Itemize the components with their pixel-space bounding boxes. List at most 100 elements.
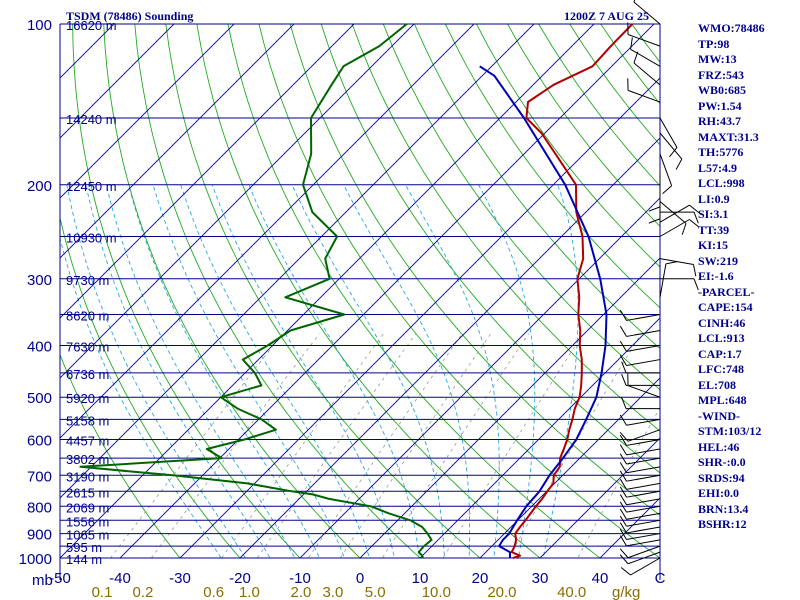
dry-adiabat <box>444 24 660 309</box>
wind-barb-flag <box>619 508 627 520</box>
wind-barb <box>626 418 661 426</box>
wind-barb-flag <box>619 515 627 527</box>
index-row: EHI:0.0 <box>698 486 740 500</box>
wind-barb <box>626 330 661 337</box>
dry-adiabat <box>258 24 660 558</box>
moist-adiabat <box>405 184 500 558</box>
index-row: WB0:685 <box>698 83 746 97</box>
wind-barb-flag <box>619 462 627 474</box>
index-row: SI:3.1 <box>698 207 729 221</box>
dry-adiabat <box>134 24 421 558</box>
mixing-ratio-label: 3.0 <box>322 584 343 600</box>
height-label: 2069 m <box>66 500 109 515</box>
pressure-tick-label: 1000 <box>19 551 52 568</box>
wind-barb-flag <box>621 361 627 373</box>
dry-adiabat <box>351 24 660 432</box>
dry-adiabat <box>196 24 541 558</box>
moist-adiabat <box>152 184 345 558</box>
wind-barb-flag <box>619 414 627 426</box>
isotherm <box>119 24 655 558</box>
isotherm <box>0 12 6 569</box>
index-row: LI:0.9 <box>698 191 730 206</box>
wind-barb-flag <box>620 567 631 576</box>
moist-adiabat <box>85 184 271 558</box>
height-label: 595 m <box>66 540 102 555</box>
isotherm <box>239 137 660 558</box>
index-row: L57:4.9 <box>698 160 737 175</box>
wind-barb-flag <box>619 444 627 456</box>
wind-barb <box>626 474 661 482</box>
height-label: 10930 m <box>66 230 117 245</box>
mixing-ratio-unit-label: g/kg <box>612 584 640 600</box>
index-row: WMO:78486 <box>698 21 765 35</box>
moist-adiabat <box>343 184 471 558</box>
temperature-tick-label: 10 <box>412 570 429 587</box>
wind-barb-flag <box>619 478 627 490</box>
index-row: STM:103/12 <box>698 424 762 438</box>
moist-adiabat <box>291 184 445 558</box>
index-row: PW:1.54 <box>698 98 742 113</box>
dry-adiabat <box>476 24 660 268</box>
index-row: EI:-1.6 <box>698 269 734 283</box>
isotherm <box>60 24 295 259</box>
index-row: MPL:648 <box>698 393 747 407</box>
wind-barb <box>659 258 694 266</box>
mixing-ratio-label: 0.2 <box>132 584 153 600</box>
wind-barb <box>630 557 661 576</box>
station-title: TSDM (78486) Sounding <box>66 9 194 23</box>
wind-barb-flag <box>619 486 627 498</box>
moist-adiabat <box>211 184 395 558</box>
temperature-tick-label: 20 <box>472 570 489 587</box>
index-row: CAP:1.7 <box>698 346 742 361</box>
wind-barb-flag <box>621 373 627 386</box>
mixing-ratio-label: 1.0 <box>239 584 260 600</box>
dry-adiabat <box>289 24 660 516</box>
pressure-tick-label: 400 <box>27 339 52 356</box>
moist-adiabat <box>105 184 296 558</box>
valid-time: 1200Z 7 AUG 25 <box>564 9 650 23</box>
wind-barb <box>659 201 687 224</box>
height-label: 7630 m <box>66 340 109 355</box>
isotherm <box>479 377 660 558</box>
index-row: -WIND- <box>698 408 740 423</box>
moist-adiabat <box>128 184 321 558</box>
wind-barb <box>626 512 661 520</box>
mixing-ratio-label: 2.0 <box>291 584 312 600</box>
temperature-tick-label: 0 <box>356 570 364 587</box>
height-label: 2615 m <box>66 485 109 500</box>
pressure-tick-label: 900 <box>27 527 52 544</box>
wind-barb <box>659 132 683 160</box>
height-label: 3190 m <box>66 469 109 484</box>
temperature-tick-label: -30 <box>169 570 191 587</box>
wind-barb-flag <box>681 223 687 235</box>
index-row: CINH:46 <box>698 315 746 330</box>
pressure-tick-label: 300 <box>27 272 52 289</box>
index-row: MAXT:31.3 <box>698 129 759 144</box>
parcel-trace <box>479 65 608 559</box>
wind-barbs <box>619 0 700 576</box>
moist-adiabat <box>180 184 370 558</box>
wind-barb <box>626 519 661 527</box>
index-row: TP:98 <box>698 36 730 51</box>
wind-barb-flag <box>689 219 700 228</box>
index-row: SHR-:0.0 <box>698 455 746 469</box>
dry-adiabat <box>60 216 241 558</box>
wind-barb-flag <box>619 309 627 321</box>
dry-adiabat <box>413 24 660 350</box>
temperature-tick-label: 40 <box>592 570 609 587</box>
dry-adiabat <box>103 24 361 558</box>
moist-adiabat <box>66 184 247 558</box>
wind-barb-flag <box>619 453 627 465</box>
isotherm <box>539 437 660 558</box>
wind-barb-flag <box>619 528 627 540</box>
pressure-tick-label: 100 <box>27 17 52 34</box>
wind-barb-flag <box>619 548 629 559</box>
wind-barb <box>626 457 661 465</box>
wind-barb <box>626 539 661 547</box>
wind-barb-flag <box>619 522 627 534</box>
wind-barb-flag <box>633 0 636 3</box>
wind-barb-flag <box>648 218 661 224</box>
mixing-ratio-label: 0.6 <box>203 584 224 600</box>
wind-barb <box>626 498 661 506</box>
